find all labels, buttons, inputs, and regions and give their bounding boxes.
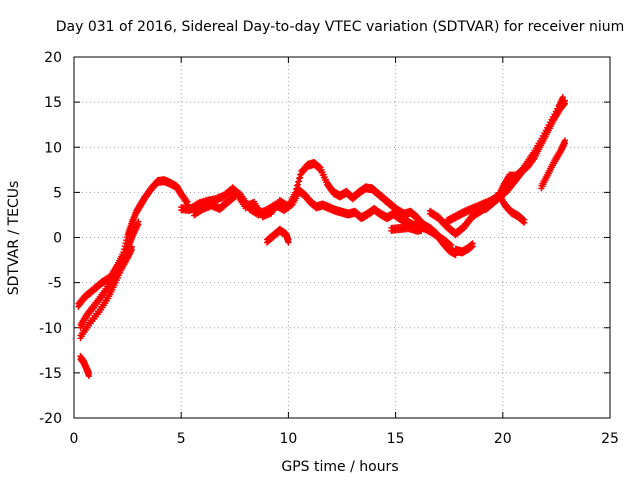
- data-point: [521, 219, 528, 226]
- chart-title: Day 031 of 2016, Sidereal Day-to-day VTE…: [56, 19, 625, 35]
- series-track-10: [452, 240, 476, 257]
- series-track-7: [263, 225, 292, 246]
- data-point: [295, 181, 302, 188]
- data-point: [469, 243, 476, 250]
- labels-layer: Day 031 of 2016, Sidereal Day-to-day VTE…: [6, 19, 624, 475]
- x-tick-label: 15: [387, 431, 405, 447]
- data-point: [292, 189, 299, 196]
- data-point: [561, 100, 568, 107]
- y-tick-label: -20: [39, 411, 62, 427]
- data-point: [561, 101, 568, 108]
- y-tick-label: 10: [44, 140, 62, 156]
- x-tick-label: 10: [279, 431, 297, 447]
- series-track-8: [388, 223, 425, 235]
- data-point: [297, 174, 304, 181]
- series-track-13: [495, 189, 528, 226]
- series-track-14: [538, 137, 568, 192]
- y-tick-label: 20: [44, 50, 62, 66]
- y-tick-label: -10: [39, 321, 62, 337]
- data-point: [135, 221, 142, 228]
- x-axis-title: GPS time / hours: [281, 459, 398, 475]
- data-point: [285, 239, 292, 246]
- data-point: [291, 192, 298, 199]
- series-track-1: [77, 353, 93, 380]
- y-tick-label: 0: [53, 231, 62, 247]
- y-tick-label: -5: [48, 276, 62, 292]
- data-point: [128, 246, 135, 253]
- y-tick-label: 15: [44, 95, 62, 111]
- x-tick-label: 5: [177, 431, 186, 447]
- x-tick-label: 0: [70, 431, 79, 447]
- series-track-9: [426, 153, 536, 239]
- series-track-4: [77, 243, 135, 342]
- series-track-6: [191, 158, 459, 259]
- grid-layer: [74, 57, 610, 418]
- data-point: [86, 373, 93, 380]
- y-tick-label: 5: [53, 185, 62, 201]
- marks-layer: [75, 94, 568, 380]
- y-axis-title: SDTVAR / TECUs: [6, 181, 22, 296]
- x-tick-label: 20: [494, 431, 512, 447]
- data-point: [293, 185, 300, 192]
- data-point: [561, 140, 568, 147]
- y-tick-label: -15: [39, 366, 62, 382]
- x-tick-label: 25: [601, 431, 619, 447]
- data-point: [418, 227, 425, 234]
- data-point: [296, 178, 303, 185]
